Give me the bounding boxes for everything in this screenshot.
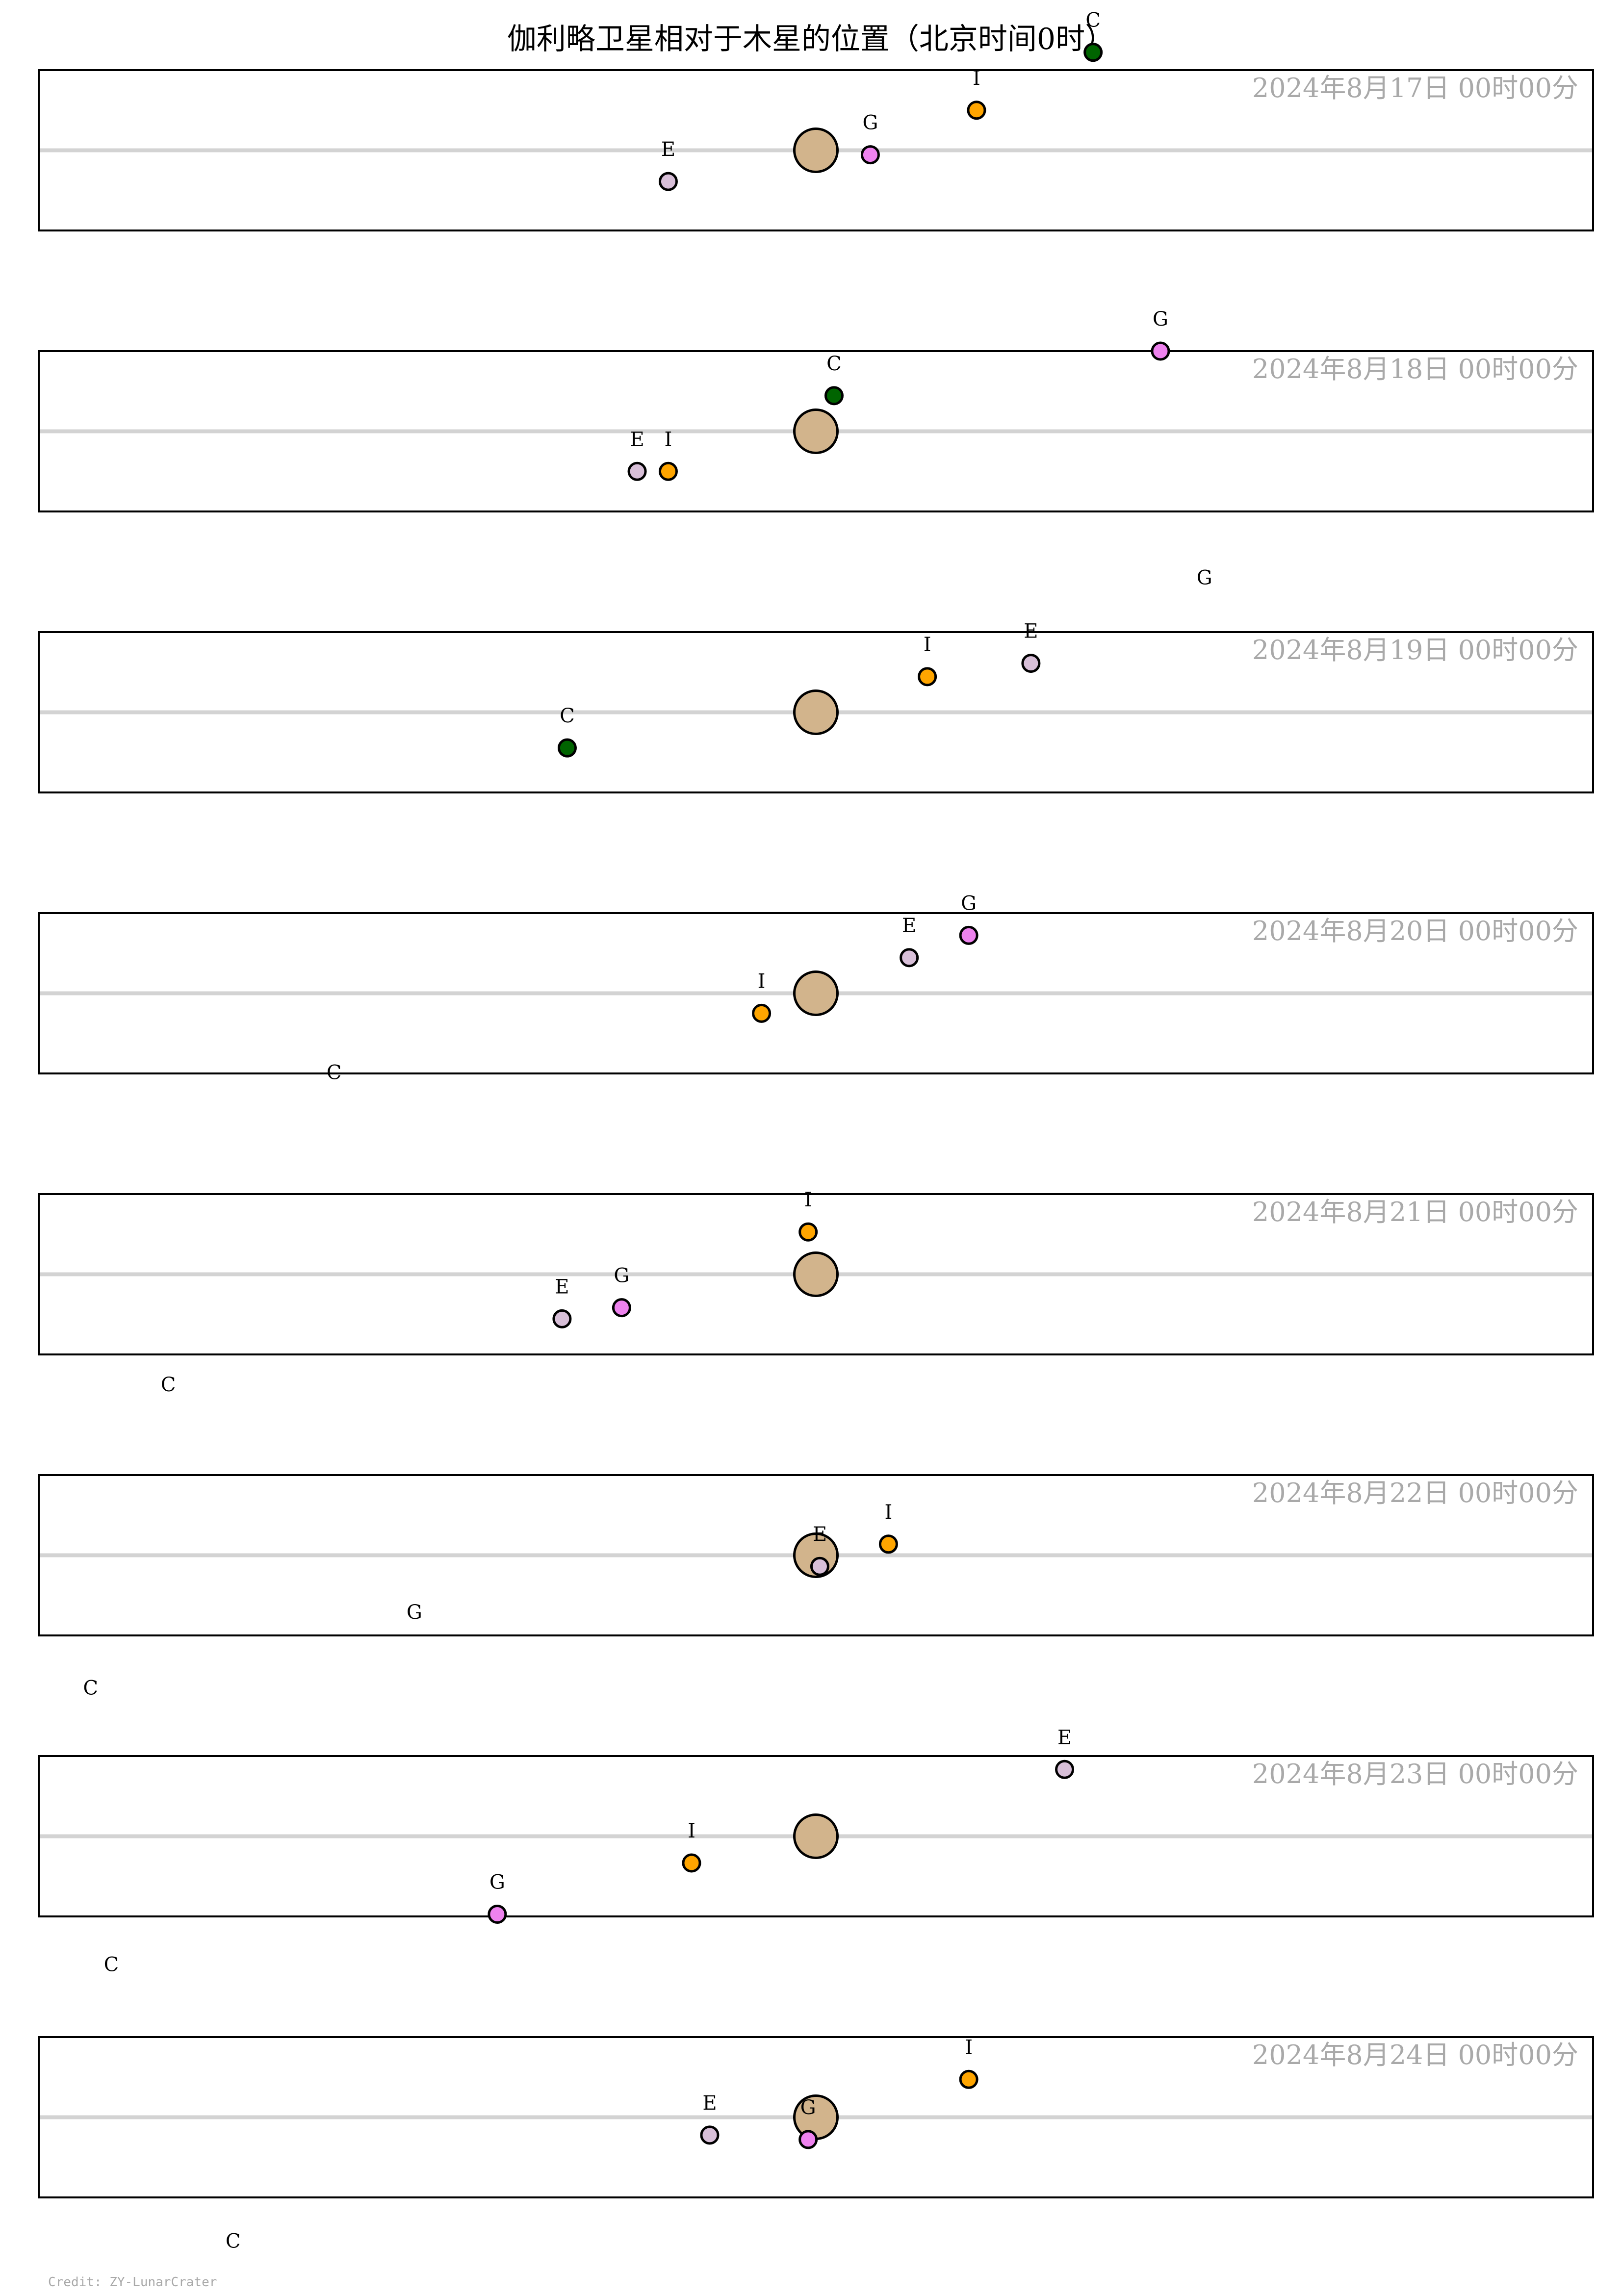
date-label: 2024年8月20日 00时00分: [1252, 916, 1578, 946]
moon-marker-G: [612, 1298, 631, 1318]
moon-marker-G: [1151, 341, 1170, 361]
moon-marker-C: [824, 386, 844, 406]
moon-label-I: I: [924, 634, 931, 656]
moon-marker-C: [1083, 43, 1103, 62]
moon-label-E: E: [902, 915, 916, 937]
jupiter-marker: [793, 408, 839, 454]
date-label: 2024年8月19日 00时00分: [1252, 635, 1578, 665]
moon-label-I: I: [965, 2036, 973, 2059]
moon-label-E: E: [1057, 1726, 1072, 1749]
date-label: 2024年8月21日 00时00分: [1252, 1197, 1578, 1227]
panel-frame: [38, 350, 1594, 512]
moon-marker-G: [959, 925, 978, 945]
panel-frame: [38, 2036, 1594, 2198]
credit-text: Credit: ZY-LunarCrater: [48, 2275, 217, 2290]
panel-frame: [38, 631, 1594, 793]
moon-marker-I: [959, 2069, 978, 2089]
moon-marker-I: [798, 1222, 818, 1242]
moon-label-E: E: [1024, 620, 1038, 643]
jupiter-marker: [793, 970, 839, 1016]
panel-frame: [38, 1193, 1594, 1355]
panel-4: 2024年8月20日 00时00分 I E G C: [38, 892, 1594, 1084]
moon-label-I: I: [973, 67, 980, 90]
panel-3: 2024年8月19日 00时00分 I E G C: [38, 567, 1594, 793]
moon-label-I: I: [665, 428, 672, 451]
moon-label-G: G: [489, 1871, 505, 1893]
moon-label-G: G: [800, 2096, 816, 2119]
date-label: 2024年8月22日 00时00分: [1252, 1478, 1578, 1508]
panel-frame: [38, 1474, 1594, 1636]
panel-frame: [38, 912, 1594, 1074]
panel-6: 2024年8月22日 00时00分 I E G C: [38, 1474, 1594, 1700]
moon-marker-C: [557, 738, 577, 758]
moon-label-G: G: [1153, 308, 1168, 331]
date-label: 2024年8月23日 00时00分: [1252, 1759, 1578, 1789]
moon-label-G: G: [614, 1265, 629, 1287]
jupiter-marker: [793, 1251, 839, 1297]
moon-marker-I: [682, 1853, 701, 1873]
moon-label-C: C: [560, 705, 575, 727]
moon-marker-G: [488, 1904, 507, 1924]
moon-marker-G: [860, 145, 880, 165]
panel-2: 2024年8月18日 00时00分 IE G C: [38, 308, 1594, 512]
moon-label-C: C: [83, 1677, 98, 1700]
moon-marker-E: [627, 461, 647, 481]
jupiter-marker: [793, 128, 839, 173]
jupiter-marker: [793, 1813, 839, 1859]
moon-label-C: C: [161, 1374, 176, 1396]
moon-marker-E: [658, 172, 678, 191]
moon-marker-G: [798, 2130, 818, 2149]
moon-marker-I: [658, 461, 678, 481]
moon-marker-E: [1021, 654, 1041, 673]
panel-5: 2024年8月21日 00时00分 I E G C: [38, 1189, 1594, 1396]
moon-label-I: I: [758, 970, 766, 993]
moon-label-I: I: [884, 1501, 892, 1524]
moon-label-I: I: [688, 1820, 695, 1842]
moon-label-E: E: [661, 138, 675, 161]
moon-marker-E: [700, 2125, 720, 2145]
date-label: 2024年8月18日 00时00分: [1252, 354, 1578, 384]
moon-marker-E: [900, 948, 919, 968]
moon-label-C: C: [327, 1062, 342, 1084]
moon-label-G: G: [407, 1601, 422, 1624]
moon-marker-I: [918, 667, 937, 687]
moon-marker-I: [752, 1003, 772, 1023]
moon-label-C: C: [1085, 9, 1101, 32]
panel-7: 2024年8月23日 00时00分 I E G C: [38, 1726, 1594, 1976]
moon-label-C: C: [104, 1954, 119, 1976]
moon-label-I: I: [804, 1189, 812, 1211]
moon-label-C: C: [226, 2230, 241, 2252]
moon-label-E: E: [630, 428, 644, 451]
date-label: 2024年8月17日 00时00分: [1252, 73, 1578, 103]
moon-marker-E: [810, 1556, 829, 1576]
moon-label-G: G: [1197, 567, 1212, 589]
moon-label-E: E: [813, 1523, 827, 1546]
date-label: 2024年8月24日 00时00分: [1252, 2040, 1578, 2070]
moon-marker-E: [552, 1309, 572, 1328]
panel-frame: [38, 69, 1594, 231]
jupiter-marker: [793, 689, 839, 735]
panel-frame: [38, 1755, 1594, 1917]
moon-label-E: E: [555, 1276, 569, 1298]
panel-8: 2024年8月24日 00时00分 I E G C: [38, 2036, 1594, 2252]
moon-label-C: C: [826, 353, 842, 375]
moon-marker-I: [967, 101, 986, 120]
moon-label-G: G: [961, 892, 977, 915]
moon-label-E: E: [702, 2092, 717, 2115]
moon-label-G: G: [862, 112, 878, 134]
panel-1: 2024年8月17日 00时00分 I E G C: [38, 9, 1594, 231]
moon-marker-E: [1055, 1760, 1075, 1779]
chart-title: 伽利略卫星相对于木星的位置（北京时间0时）: [507, 22, 1114, 56]
moon-marker-I: [878, 1534, 898, 1554]
